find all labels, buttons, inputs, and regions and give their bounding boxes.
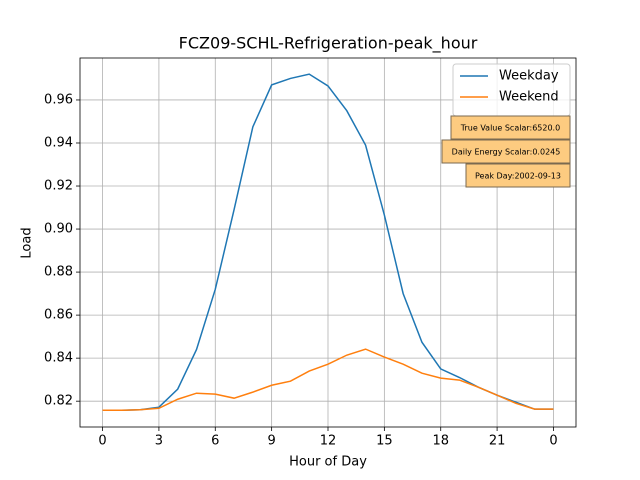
x-tick-label: 0 [98,434,106,449]
y-tick-label: 0.90 [44,222,73,237]
annotation-box [465,163,571,188]
annotation: Peak Day:2002-09-13 [475,172,561,181]
y-tick-label: 0.82 [44,394,73,409]
y-tick-label: 0.94 [44,135,73,150]
x-tick-label: 12 [320,434,337,449]
legend-label: Weekday [499,69,559,84]
x-tick-label: 9 [267,434,275,449]
chart-title: FCZ09-SCHL-Refrigeration-peak_hour [179,34,478,54]
legend-label: Weekend [499,90,559,105]
annotation-box [450,115,571,140]
x-tick-label: 15 [376,434,393,449]
annotation-box [441,139,571,164]
annotation: Daily Energy Scalar:0.0245 [452,148,561,157]
y-axis-label: Load [20,227,35,258]
annotation: True Value Scalar:6520.0 [460,124,560,133]
y-tick-label: 0.84 [44,351,73,366]
x-tick-label: 3 [155,434,163,449]
x-tick-label: 18 [432,434,449,449]
x-tick-label: 6 [211,434,219,449]
x-axis-label: Hour of Day [289,455,367,470]
y-tick-label: 0.88 [44,265,73,280]
y-tick-label: 0.86 [44,308,73,323]
plot-frame [79,57,577,428]
y-tick-label: 0.92 [44,179,73,194]
x-tick-label: 0 [549,434,557,449]
data-line [102,348,554,411]
x-tick-label: 21 [489,434,506,449]
y-tick-label: 0.96 [44,92,73,107]
